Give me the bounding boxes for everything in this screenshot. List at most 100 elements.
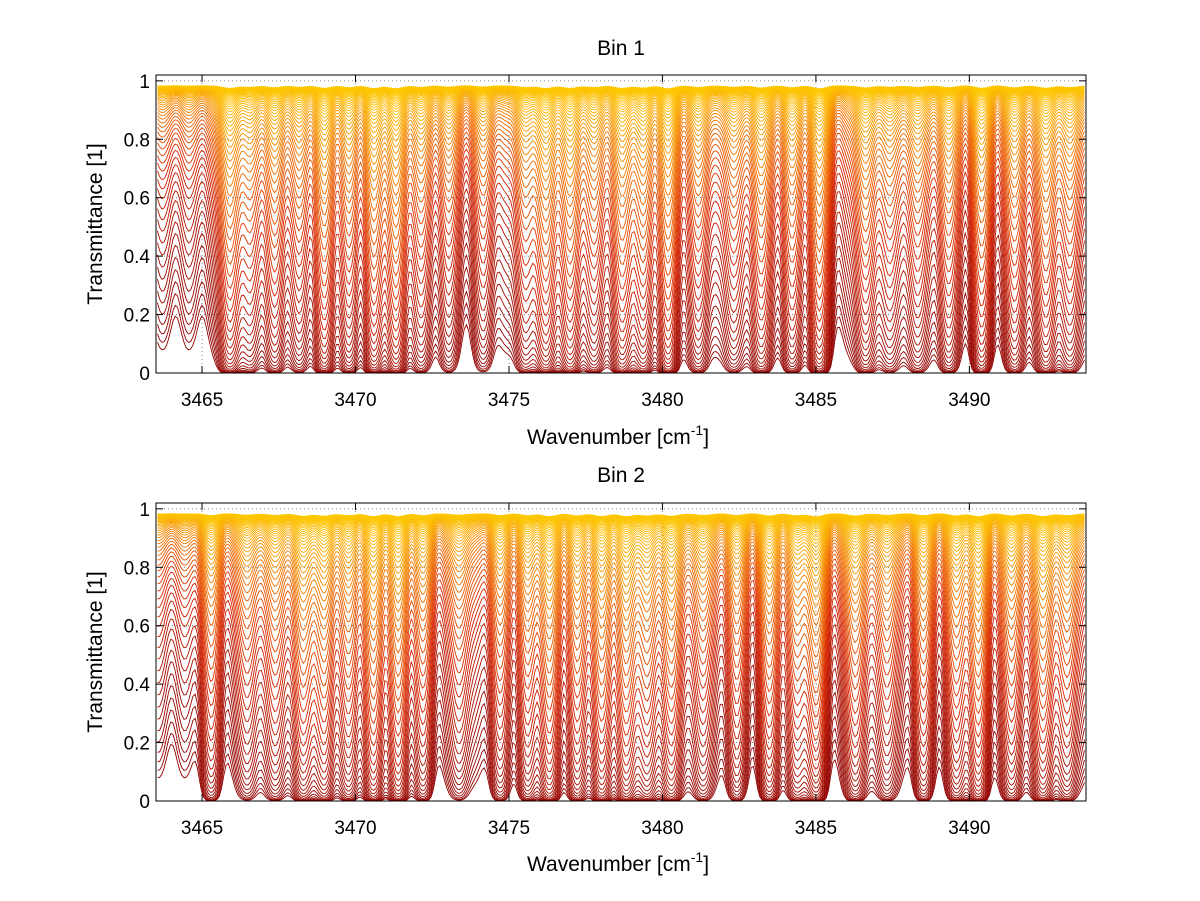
transmittance-series-line <box>157 164 1085 341</box>
transmittance-series-line <box>157 210 1085 368</box>
transmittance-series-line <box>157 515 1085 531</box>
x-tick-label: 3470 <box>334 818 376 839</box>
transmittance-series-line <box>157 518 1085 551</box>
transmittance-series-line <box>157 571 1085 741</box>
transmittance-series-line <box>157 514 1085 523</box>
transmittance-series-line <box>157 94 1085 148</box>
tick-marks <box>156 75 1086 374</box>
y-tick-label: 0.6 <box>124 617 150 638</box>
transmittance-series-line <box>157 600 1085 778</box>
transmittance-series-line <box>157 521 1085 571</box>
series-lines <box>157 513 1085 802</box>
transmittance-series-line <box>157 514 1085 526</box>
y-tick-label: 1 <box>139 500 150 521</box>
transmittance-series-line <box>157 123 1085 265</box>
transmittance-series-line <box>157 88 1085 107</box>
transmittance-series-line <box>157 92 1085 137</box>
y-axis-label: Transmittance [1] <box>84 571 107 732</box>
y-tick-labels: 0 0.2 0.4 0.6 0.8 1 <box>124 500 151 813</box>
transmittance-series-line <box>157 649 1085 798</box>
transmittance-series-line <box>157 685 1085 801</box>
transmittance-series-line <box>157 672 1085 801</box>
transmittance-series-line <box>157 697 1085 802</box>
y-tick-label: 0 <box>139 792 150 813</box>
y-tick-label: 0.6 <box>124 189 150 210</box>
transmittance-series-line <box>157 638 1085 796</box>
x-axis-label-text: Wavenumber [cm <box>527 426 691 449</box>
transmittance-series-line <box>157 530 1085 616</box>
x-tick-labels: 3465 3470 3475 3480 3485 3490 <box>181 818 991 839</box>
y-axis-label: Transmittance [1] <box>84 143 107 304</box>
transmittance-series-line <box>157 514 1085 524</box>
transmittance-series-line <box>157 628 1085 793</box>
transmittance-series-line <box>157 137 1085 301</box>
y-tick-label: 0.4 <box>124 675 151 696</box>
x-tick-label: 3485 <box>795 390 837 411</box>
panel-title: Bin 2 <box>597 464 645 487</box>
transmittance-series-line <box>157 156 1085 333</box>
y-tick-label: 0.8 <box>124 130 150 151</box>
transmittance-series-line <box>157 565 1085 730</box>
transmittance-series-line <box>157 88 1085 110</box>
transmittance-series-line <box>157 172 1085 349</box>
x-tick-label: 3470 <box>334 390 376 411</box>
transmittance-series-line <box>157 528 1085 607</box>
transmittance-series-line <box>157 547 1085 682</box>
transmittance-series-line <box>157 551 1085 694</box>
transmittance-series-line <box>157 577 1085 752</box>
transmittance-series-line <box>157 514 1085 528</box>
transmittance-series-line <box>157 91 1085 127</box>
panel-title: Bin 1 <box>597 37 645 60</box>
transmittance-series-line <box>157 87 1085 101</box>
x-tick-label: 3490 <box>948 390 990 411</box>
transmittance-series-line <box>157 221 1085 370</box>
transmittance-series-line <box>157 96 1085 155</box>
transmittance-series-line <box>157 232 1085 372</box>
plot-frame <box>155 502 1087 802</box>
transmittance-series-line <box>157 90 1085 123</box>
y-tick-label: 0.2 <box>124 306 150 327</box>
transmittance-series-line <box>157 584 1085 762</box>
x-axis-label: Wavenumber [cm-1] <box>527 422 709 449</box>
x-tick-label: 3480 <box>641 818 683 839</box>
transmittance-series-line <box>157 516 1085 536</box>
transmittance-series-line <box>157 661 1085 800</box>
x-tick-label: 3465 <box>181 390 223 411</box>
transmittance-series-line <box>157 119 1085 253</box>
transmittance-series-line <box>157 515 1085 533</box>
transmittance-series-line <box>157 532 1085 626</box>
transmittance-series-line <box>157 104 1085 197</box>
transmittance-series-line <box>157 592 1085 770</box>
transmittance-series-line <box>157 190 1085 361</box>
transmittance-series-line <box>157 560 1085 718</box>
transmittance-series-line <box>157 149 1085 323</box>
transmittance-series-line <box>157 524 1085 584</box>
transmittance-series-line <box>157 115 1085 241</box>
x-tick-labels: 3465 3470 3475 3480 3485 3490 <box>181 390 991 411</box>
transmittance-series-line <box>157 515 1085 530</box>
x-tick-label: 3485 <box>795 818 837 839</box>
x-axis-label-suffix: ] <box>703 853 709 876</box>
transmittance-series-line <box>157 618 1085 789</box>
transmittance-series-line <box>157 109 1085 218</box>
series-lines <box>157 85 1085 374</box>
x-axis-label-superscript: -1 <box>691 422 704 438</box>
transmittance-series-line <box>157 107 1085 207</box>
y-tick-label: 0.4 <box>124 247 151 268</box>
transmittance-series-line <box>157 199 1085 365</box>
transmittance-series-line <box>157 87 1085 103</box>
tick-marks <box>156 503 1086 802</box>
transmittance-series-line <box>157 537 1085 647</box>
transmittance-series-line <box>157 516 1085 538</box>
transmittance-series-line <box>157 517 1085 544</box>
panel-bin-1: Bin 1 3465 3470 3475 3480 3485 3490 0 0.2 0.4 0.… <box>84 37 1087 449</box>
x-tick-label: 3465 <box>181 818 223 839</box>
x-axis-label-text: Wavenumber [cm <box>527 853 691 876</box>
transmittance-series-line <box>157 127 1085 277</box>
transmittance-series-line <box>157 256 1085 373</box>
y-tick-label: 0.8 <box>124 558 150 579</box>
x-tick-label: 3475 <box>488 818 530 839</box>
transmittance-series-line <box>157 93 1085 142</box>
transmittance-series-line <box>157 102 1085 187</box>
x-axis-label-suffix: ] <box>703 426 709 449</box>
